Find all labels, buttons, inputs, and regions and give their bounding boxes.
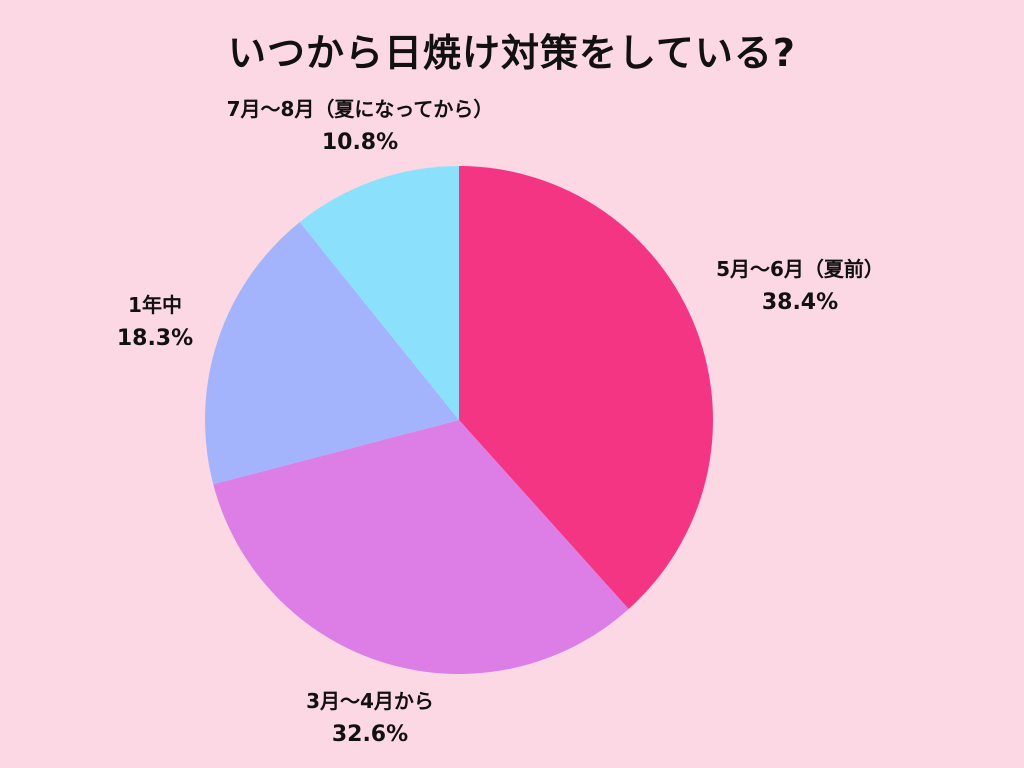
slice-label-march-april: 3月～4月から 32.6% (270, 684, 470, 752)
slice-category-label: 3月～4月から (306, 689, 434, 713)
slice-category-label: 7月～8月（夏になってから） (226, 97, 494, 121)
slice-value-label: 32.6% (331, 722, 409, 747)
chart-title: いつから日焼け対策をしている? (228, 31, 796, 75)
slice-label-may-june: 5月～6月（夏前） 38.4% (700, 252, 900, 320)
slice-all-year (204, 222, 459, 485)
slice-may-june (459, 166, 713, 610)
slice-label-july-august: 7月～8月（夏になってから） 10.8% (200, 92, 520, 160)
slice-category-label: 1年中 (128, 293, 182, 317)
slice-value-label: 10.8% (321, 130, 399, 155)
slice-label-all-year: 1年中 18.3% (80, 288, 230, 356)
slice-july-august (299, 166, 459, 420)
slice-march-april (213, 420, 629, 674)
slice-value-label: 18.3% (116, 326, 194, 351)
slice-category-label: 5月～6月（夏前） (716, 257, 884, 281)
slice-value-label: 38.4% (761, 290, 839, 315)
